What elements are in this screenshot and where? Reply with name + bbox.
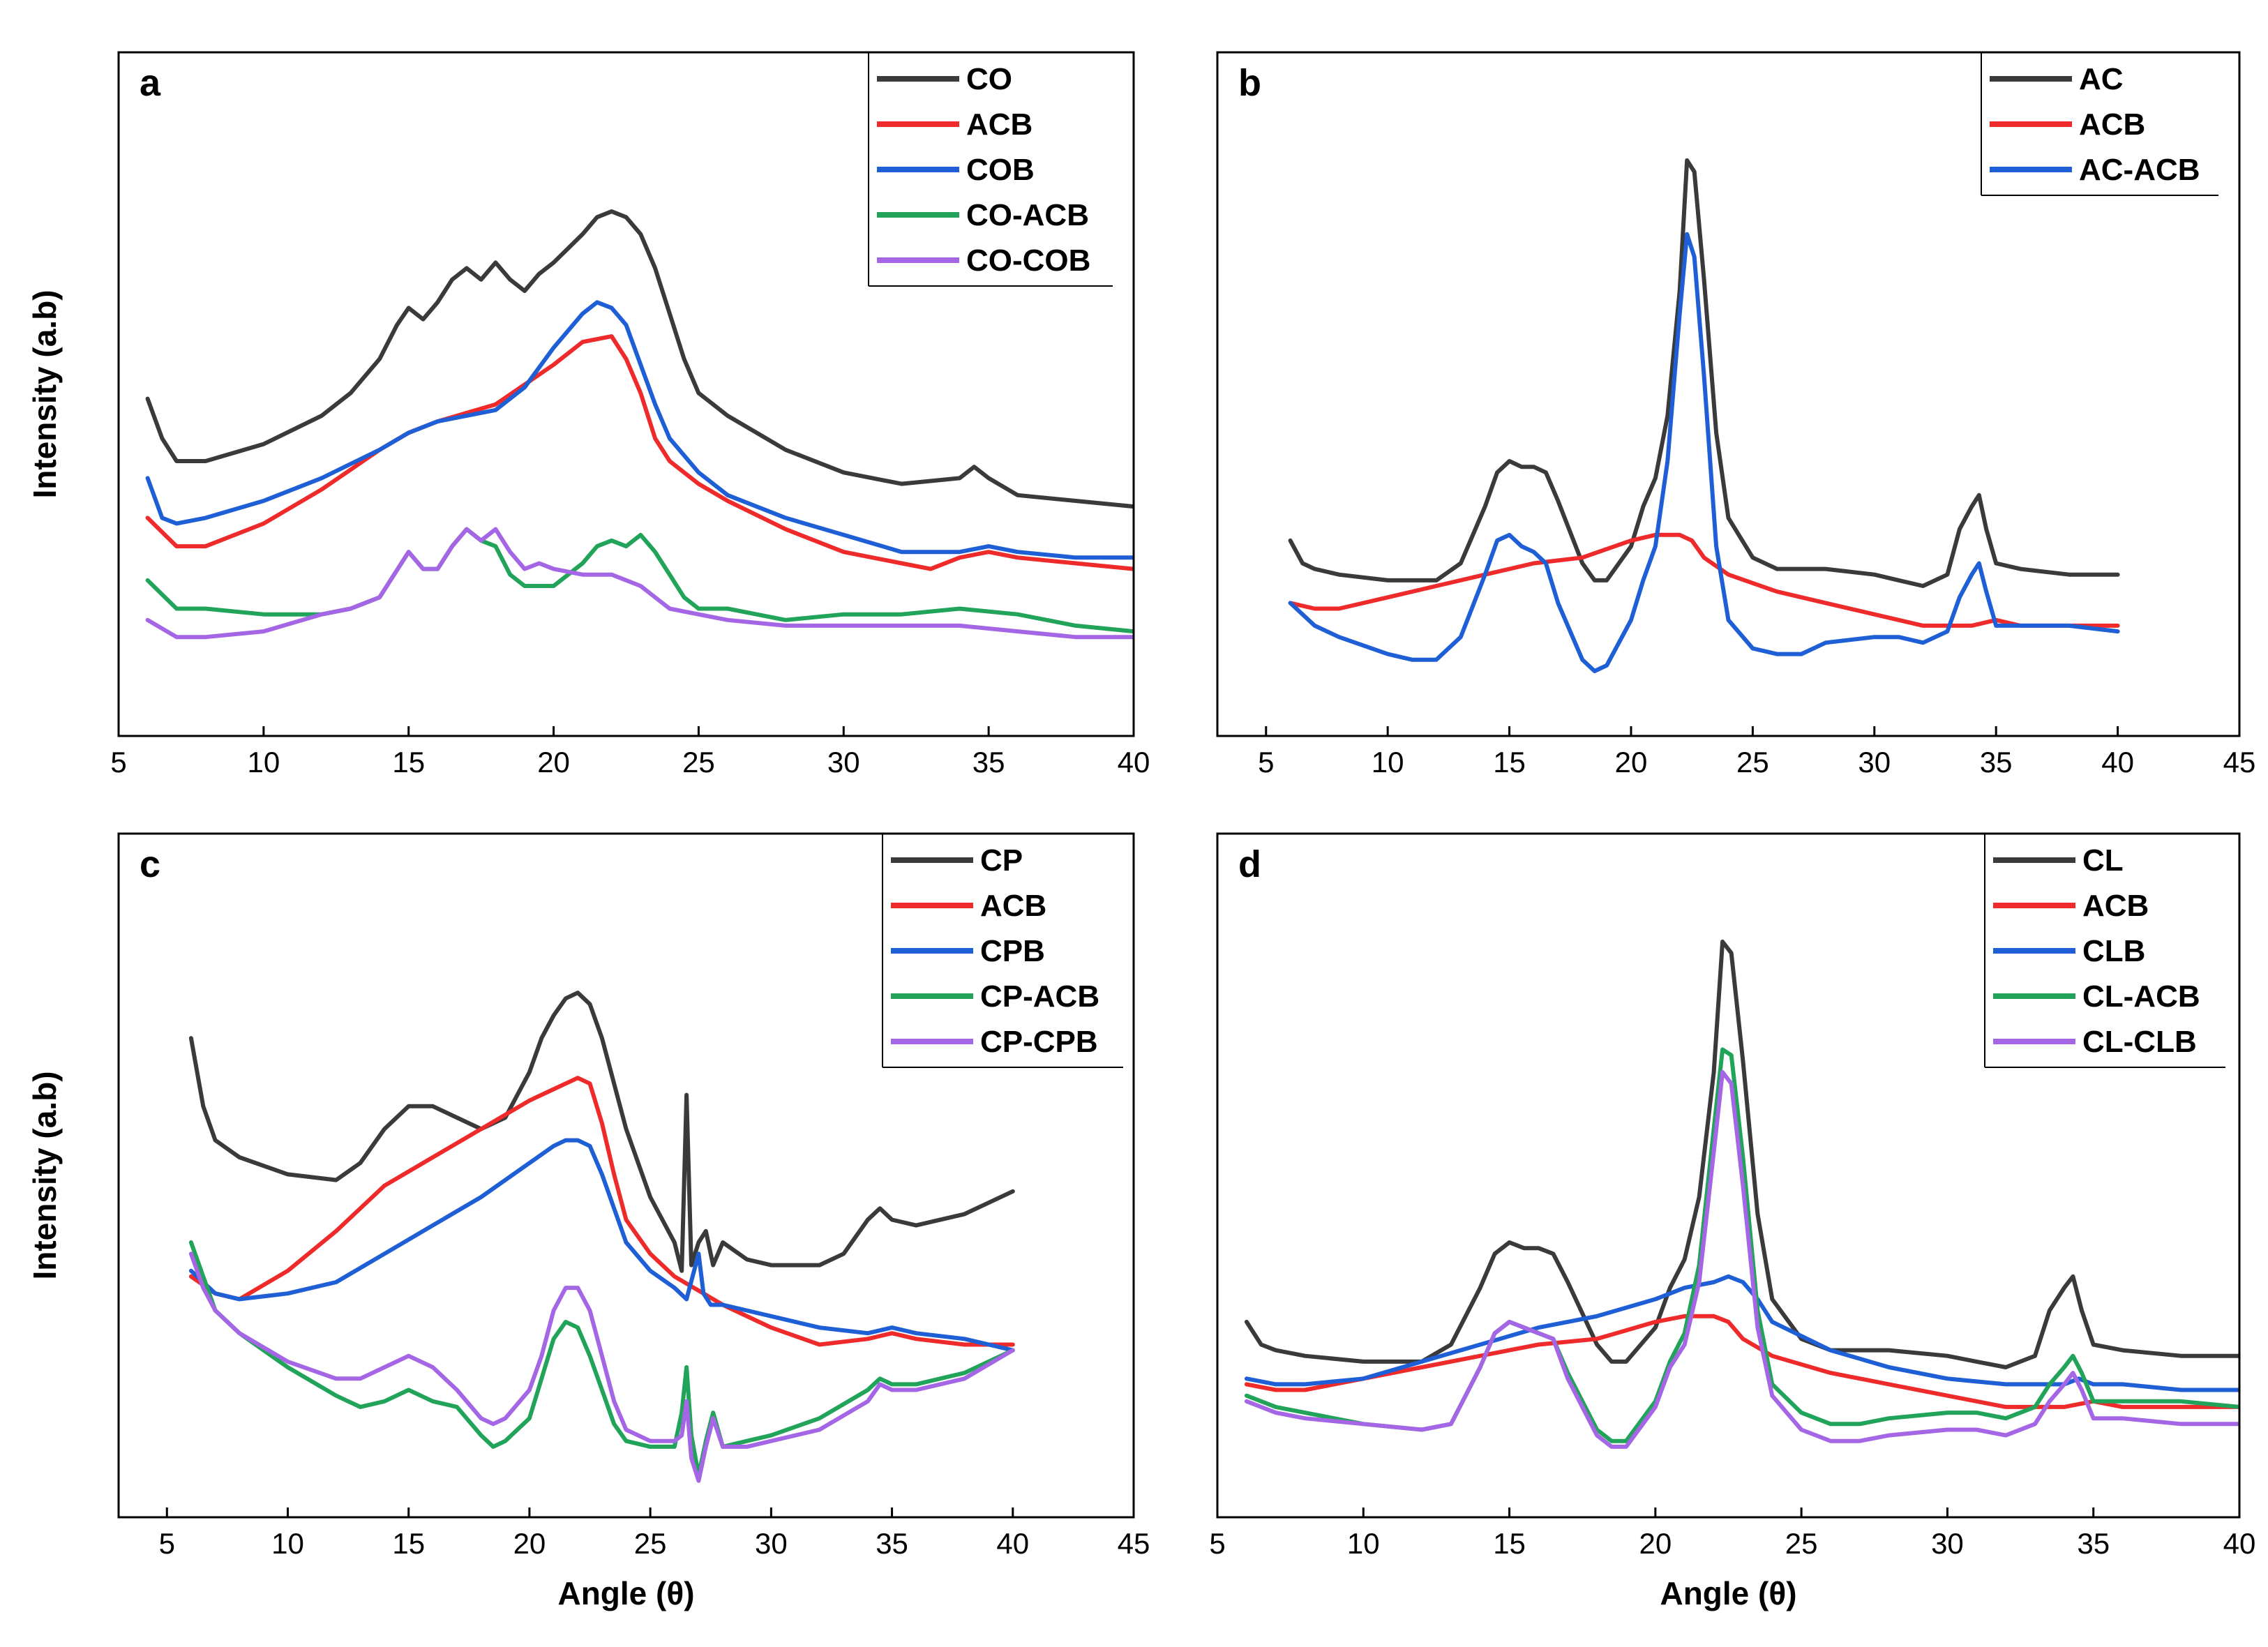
legend-a: CO ACB COB CO-ACB CO-COB: [868, 52, 1113, 287]
x-tick-label: 15: [1493, 1527, 1526, 1560]
x-tick-label: 25: [682, 746, 715, 779]
legend-label-acb: ACB: [966, 107, 1032, 142]
y-axis-label: Intensity (a.b): [27, 289, 63, 498]
legend-label-co-acb: CO-ACB: [966, 198, 1089, 232]
x-tick-label: 40: [2223, 1527, 2256, 1560]
legend-d: CL ACB CLB CL-ACB CL-CLB: [1984, 834, 2225, 1068]
x-tick-label: 40: [996, 1527, 1029, 1560]
x-tick-label: 30: [827, 746, 860, 779]
x-tick-label: 35: [972, 746, 1005, 779]
series-line-cp-acb: [188, 1240, 1015, 1477]
series-line-acb: [145, 334, 1134, 571]
series-line-co: [145, 209, 1134, 509]
legend-label-acb: ACB: [980, 889, 1046, 923]
plot-frame-b: [1216, 51, 2241, 737]
x-tick-label: 30: [755, 1527, 788, 1560]
legend-c: CP ACB CPB CP-ACB CP-CPB: [882, 834, 1123, 1068]
legend-label-cpb: CPB: [980, 934, 1045, 968]
x-tick-label: 35: [2077, 1527, 2110, 1560]
legend-label-cp-cpb: CP-CPB: [980, 1025, 1098, 1059]
series-line-acb: [1288, 532, 2120, 628]
x-tick-label: 5: [1258, 746, 1274, 779]
series-line-cl: [1244, 939, 2239, 1369]
plot-frame-c: [117, 832, 1135, 1519]
plot-frame-d: [1216, 832, 2241, 1519]
x-tick-label: 35: [876, 1527, 908, 1560]
legend-label-cp-acb: CP-ACB: [980, 979, 1099, 1014]
x-axis-label: Angle (θ): [557, 1575, 694, 1611]
legend-label-clb: CLB: [2082, 934, 2145, 968]
x-tick-label: 25: [1785, 1527, 1818, 1560]
x-tick-label: 20: [1615, 746, 1648, 779]
series-group-c: [188, 991, 1015, 1483]
x-tick-label: 10: [1347, 1527, 1380, 1560]
series-line-cpb: [188, 1138, 1015, 1353]
legend-label-cl: CL: [2082, 843, 2124, 878]
series-line-acb: [188, 1076, 1015, 1347]
plot-frame-a: [117, 51, 1135, 737]
x-tick-label: 45: [1118, 1527, 1150, 1560]
x-tick-label: 5: [110, 746, 126, 779]
series-line-ac-acb: [1288, 232, 2120, 673]
series-line-cl-clb: [1244, 1070, 2239, 1449]
panel-c: 5 10 15 20 25 30 35 40 45 Intensity (a.b) Angle (θ…: [27, 832, 1150, 1611]
x-tick-label: 20: [537, 746, 570, 779]
legend-label-co: CO: [966, 62, 1012, 96]
series-line-cp-cpb: [188, 1251, 1015, 1483]
x-tick-label: 15: [392, 1527, 425, 1560]
panel-letter: b: [1238, 62, 1261, 104]
legend-label-cp: CP: [980, 843, 1023, 878]
x-tick-label: 40: [2101, 746, 2134, 779]
x-tick-label: 5: [159, 1527, 175, 1560]
series-line-cob: [145, 300, 1134, 560]
series-group-b: [1288, 158, 2120, 673]
x-tick-label: 25: [634, 1527, 667, 1560]
x-tick-label: 40: [1118, 746, 1150, 779]
legend-label-cob: COB: [966, 153, 1035, 187]
x-tick-label: 30: [1931, 1527, 1964, 1560]
x-tick-label: 35: [1980, 746, 2013, 779]
x-tick-label: 10: [1372, 746, 1404, 779]
legend-label-acb: ACB: [2079, 107, 2145, 142]
x-axis-label: Angle (θ): [1660, 1575, 1796, 1611]
series-line-acb: [1244, 1314, 2239, 1409]
series-group-a: [145, 209, 1134, 640]
legend-label-cl-acb: CL-ACB: [2082, 979, 2200, 1014]
series-group-d: [1244, 939, 2239, 1449]
series-line-co-cob: [145, 527, 1134, 640]
x-tick-label: 20: [513, 1527, 546, 1560]
x-tick-label: 45: [2223, 746, 2256, 779]
x-tick-label: 5: [1209, 1527, 1225, 1560]
legend-label-ac-acb: AC-ACB: [2079, 153, 2200, 187]
series-line-cp: [188, 991, 1015, 1273]
x-tick-label: 30: [1858, 746, 1891, 779]
series-line-ac: [1288, 158, 2120, 588]
y-axis-label: Intensity (a.b): [27, 1071, 63, 1279]
panel-letter: d: [1238, 843, 1261, 885]
x-tick-label: 15: [392, 746, 425, 779]
x-tick-label: 10: [247, 746, 280, 779]
legend-b: AC ACB AC-ACB: [1981, 52, 2218, 196]
x-tick-label: 20: [1639, 1527, 1672, 1560]
panel-b: 5 10 15 20 25 30 35 40 45 b AC ACB AC-ACB: [1216, 51, 2256, 779]
x-tick-label: 25: [1736, 746, 1769, 779]
legend-label-cl-clb: CL-CLB: [2082, 1025, 2197, 1059]
series-line-clb: [1244, 1274, 2239, 1392]
legend-label-ac: AC: [2079, 62, 2124, 96]
x-tick-label: 10: [271, 1527, 304, 1560]
legend-label-acb: ACB: [2082, 889, 2149, 923]
panel-letter: c: [140, 843, 160, 885]
legend-label-co-cob: CO-COB: [966, 243, 1090, 278]
panel-letter: a: [140, 62, 161, 104]
x-tick-label: 15: [1493, 746, 1526, 779]
